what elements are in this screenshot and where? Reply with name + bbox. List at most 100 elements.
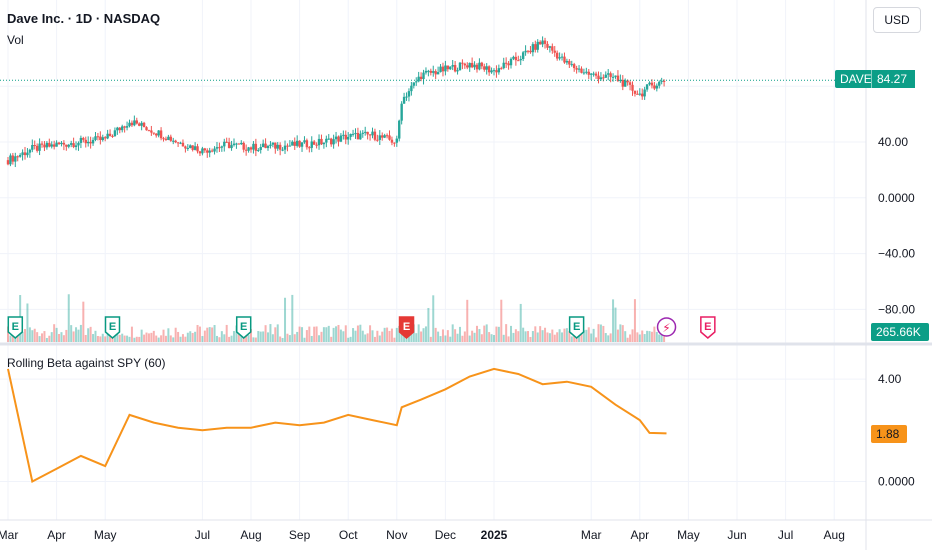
volume-bar [296, 331, 299, 342]
volume-bar [55, 327, 58, 342]
volume-bar [223, 334, 226, 342]
candle-body [283, 145, 287, 150]
volume-bar [553, 334, 556, 342]
volume-bar [544, 327, 547, 342]
candle-body [57, 142, 61, 145]
volume-bar [172, 337, 175, 342]
earnings-event-glyph: E [704, 321, 711, 333]
volume-bar [441, 329, 444, 342]
volume-bar [267, 332, 270, 342]
candle-body [592, 73, 595, 75]
volume-bar [568, 331, 571, 342]
candle-body [412, 82, 416, 86]
candle-body [490, 70, 493, 73]
candle-body [230, 145, 233, 149]
time-axis-ticks[interactable]: Mar Apr May Jul Aug Sep Oct Nov Dec 2025 Mar Apr May… [0, 528, 845, 542]
candle-body [383, 135, 386, 138]
grid-lines [0, 0, 866, 520]
candle-body [133, 120, 136, 126]
volume-bar [186, 332, 189, 342]
candle-body [145, 127, 148, 131]
volume-bar [432, 295, 435, 342]
candle-body [568, 60, 571, 65]
volume-bar [157, 337, 160, 342]
candle-body [266, 145, 270, 149]
price-tick-label: 0.0000 [878, 191, 915, 205]
candle-body [227, 142, 231, 149]
volume-bar [9, 335, 12, 342]
volume-bar [643, 334, 646, 342]
volume-bar [604, 333, 607, 342]
volume-bar [638, 334, 641, 342]
earnings-event-icon [568, 316, 585, 339]
volume-bar [254, 337, 257, 342]
volume-bar [215, 335, 218, 342]
candle-body [286, 145, 289, 147]
volume-bar [298, 326, 301, 342]
volume-bar [291, 294, 294, 342]
candle-body [242, 142, 245, 150]
price-axis-ticks[interactable]: 40.00 0.0000 −40.00 −80.00 4.00 0.0000 [878, 135, 915, 489]
symbol-price-tag: DAVE [835, 70, 877, 88]
candle-body [38, 143, 41, 151]
candle-body [186, 147, 190, 149]
candle-body [334, 136, 338, 140]
candle-body [441, 66, 445, 72]
volume-bar [621, 325, 624, 342]
volume-bar [77, 329, 80, 342]
candle-body [135, 120, 138, 124]
volume-bar [50, 332, 53, 342]
candle-body [633, 90, 637, 94]
candle-body [235, 143, 238, 145]
candle-body [512, 56, 515, 59]
currency-button[interactable]: USD [873, 7, 921, 33]
volume-bar [648, 331, 651, 342]
candle-body [174, 140, 177, 143]
volume-bar [130, 326, 133, 342]
volume-bar [505, 324, 508, 342]
volume-bar [58, 334, 61, 342]
candle-body [264, 143, 267, 149]
volume-bar [135, 336, 138, 342]
volume-bar [31, 330, 34, 342]
candle-body [206, 150, 209, 153]
volume-bar [427, 307, 430, 342]
event-markers[interactable]: E E E E E ⚡ E [7, 316, 716, 339]
volume-bar [225, 324, 228, 342]
candle-body [14, 156, 17, 162]
time-tick-label: Dec [435, 528, 456, 542]
volume-bar [585, 329, 588, 342]
volume-bar [490, 334, 493, 342]
candle-body [478, 62, 481, 70]
candle-body [99, 136, 102, 141]
volume-bar [250, 329, 252, 342]
candle-body [643, 89, 646, 97]
candle-body [210, 150, 214, 152]
volume-bar [308, 326, 311, 342]
candle-body [295, 140, 299, 146]
candle-body [359, 133, 362, 140]
candle-body [322, 142, 326, 145]
volume-bar [259, 331, 262, 342]
volume-bar [94, 330, 97, 342]
candle-body [453, 65, 457, 72]
volume-legend[interactable]: Vol [7, 33, 24, 47]
volume-bar [150, 332, 153, 342]
candle-body [89, 141, 92, 144]
volume-bar [548, 333, 551, 342]
candle-body [599, 77, 603, 80]
beta-tick-label: 0.0000 [878, 475, 915, 489]
candle-body [364, 131, 367, 133]
indicator-legend[interactable]: Rolling Beta against SPY (60) [7, 356, 166, 370]
candle-body [65, 144, 68, 147]
volume-bar [383, 327, 386, 342]
candle-body [376, 139, 379, 141]
volume-bar [641, 330, 644, 342]
volume-bar [96, 336, 99, 342]
volume-bar [72, 331, 75, 342]
volume-bar [206, 327, 209, 342]
volume-bar [393, 337, 396, 342]
candle-body [310, 141, 313, 148]
volume-bar [301, 327, 304, 342]
candle-body [79, 137, 83, 143]
